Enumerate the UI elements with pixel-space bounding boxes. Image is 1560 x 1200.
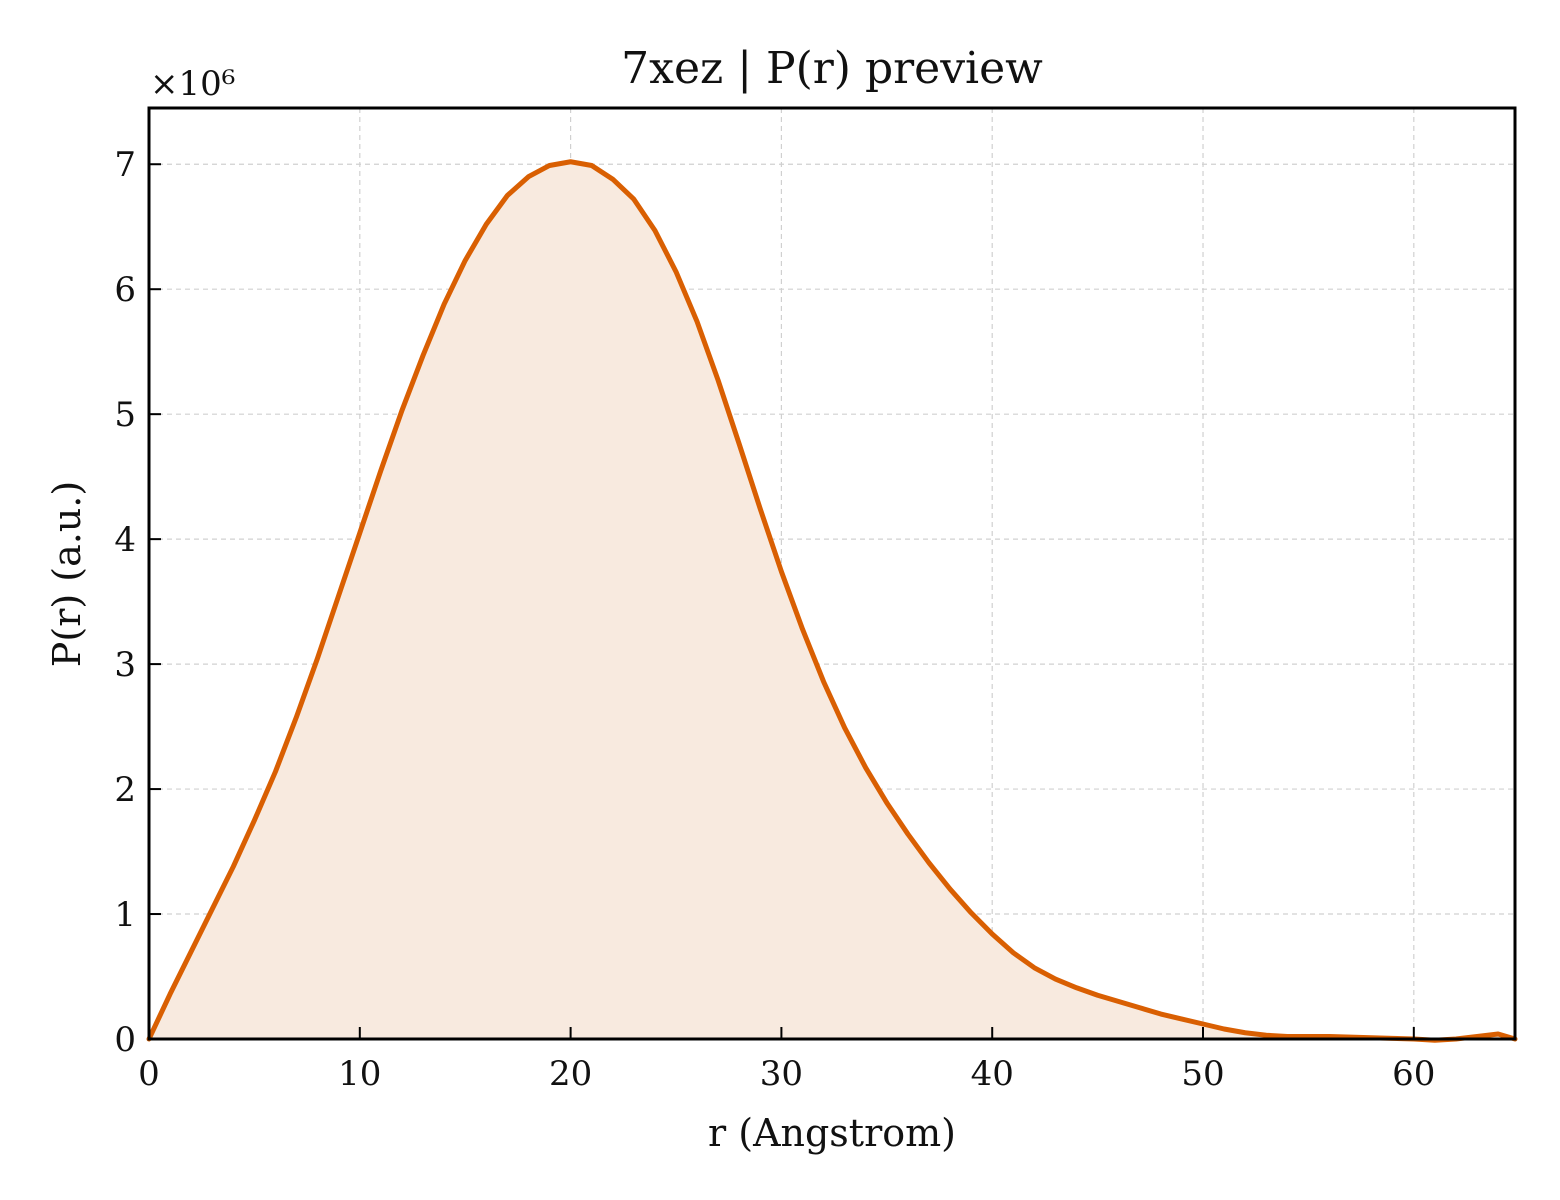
x-tick-label: 30 (760, 1054, 803, 1094)
plot-frame (147, 106, 1517, 1041)
y-tick-label: 7 (114, 145, 136, 185)
x-tick-label: 0 (138, 1054, 160, 1094)
x-axis-label: r (Angstrom) (708, 1111, 956, 1155)
y-tick-label: 3 (114, 645, 136, 685)
x-tick-label: 40 (971, 1054, 1014, 1094)
x-tick-label: 10 (338, 1054, 381, 1094)
y-tick-label: 6 (114, 270, 136, 310)
plot-area (146, 159, 1518, 1043)
y-tick-label: 1 (114, 895, 136, 935)
axis-ticks: 0 10 20 30 40 50 60 0 1 2 3 4 5 6 7 (114, 145, 1435, 1094)
y-tick-label: 4 (114, 520, 136, 560)
y-axis-label: P(r) (a.u.) (45, 481, 89, 667)
y-tick-label: 0 (114, 1020, 136, 1060)
y-axis-multiplier: ×10⁶ (150, 64, 235, 104)
x-tick-label: 20 (549, 1054, 592, 1094)
y-tick-label: 5 (114, 395, 136, 435)
x-tick-label: 60 (1392, 1054, 1435, 1094)
y-tick-label: 2 (114, 770, 136, 810)
chart-title: 7xez | P(r) preview (621, 43, 1043, 94)
series-area-fill (149, 161, 1515, 1041)
series-line (146, 159, 1518, 1043)
x-tick-label: 50 (1181, 1054, 1224, 1094)
